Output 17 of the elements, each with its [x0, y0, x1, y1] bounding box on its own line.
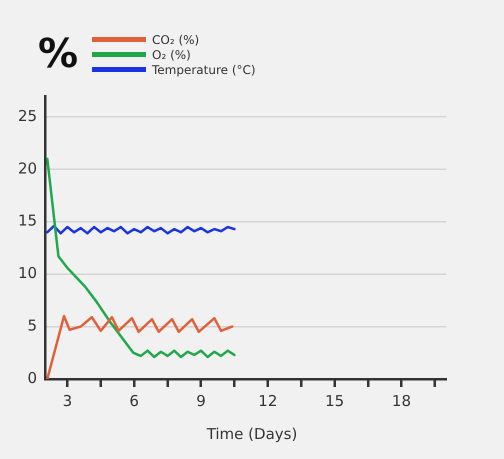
x-tick-label: 15 — [325, 392, 344, 410]
y-tick-label: 0 — [28, 368, 38, 387]
x-tick-label: 18 — [392, 392, 411, 410]
y-tick-label: 25 — [18, 106, 38, 125]
chart-title: % — [38, 31, 78, 77]
legend-label: Temperature (°C) — [152, 62, 256, 76]
x-axis-title: Time (Days) — [206, 425, 298, 443]
x-tick-label: 9 — [196, 392, 206, 410]
y-tick-label: 5 — [28, 316, 38, 334]
x-tick-label: 12 — [258, 392, 278, 410]
y-tick-label: 10 — [18, 264, 38, 282]
x-tick-label: 6 — [129, 392, 139, 410]
legend-label: O₂ (%) — [152, 48, 191, 62]
y-tick-label: 20 — [18, 159, 38, 178]
legend-label: CO₂ (%) — [152, 32, 200, 46]
x-tick-label: 3 — [62, 392, 72, 410]
y-tick-label: 15 — [18, 212, 38, 230]
